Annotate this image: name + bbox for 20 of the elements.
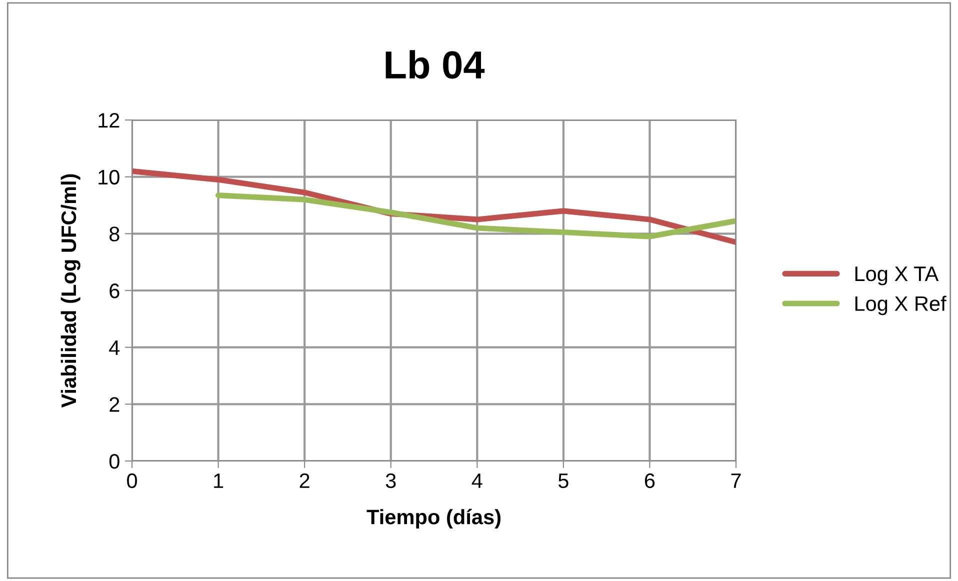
x-tick-label: 3 bbox=[386, 473, 396, 488]
y-tick-label: 0 bbox=[109, 454, 120, 469]
legend-label: Log X Ref bbox=[855, 296, 946, 316]
x-tick-label: 4 bbox=[472, 474, 482, 488]
chart-title: Lb 04 bbox=[386, 50, 485, 79]
y-tick-label: 10 bbox=[98, 170, 120, 185]
y-axis-title: Viabilidad (Log UFC/ml) bbox=[60, 174, 80, 408]
x-tick-label: 5 bbox=[558, 474, 568, 488]
y-tick-label: 2 bbox=[110, 397, 120, 412]
y-tick-label: 6 bbox=[110, 284, 120, 298]
x-tick-label: 0 bbox=[127, 473, 137, 488]
x-tick-label: 1 bbox=[214, 474, 224, 488]
legend-label: Log X TA bbox=[855, 266, 939, 286]
x-tick-label: 2 bbox=[300, 473, 310, 488]
x-axis-title: Tiempo (días) bbox=[366, 508, 500, 528]
y-tick-label: 12 bbox=[98, 113, 120, 128]
x-tick-label: 6 bbox=[644, 473, 655, 488]
y-tick-label: 8 bbox=[110, 226, 120, 242]
x-tick-label: 7 bbox=[731, 474, 741, 488]
y-tick-label: 4 bbox=[109, 340, 120, 355]
